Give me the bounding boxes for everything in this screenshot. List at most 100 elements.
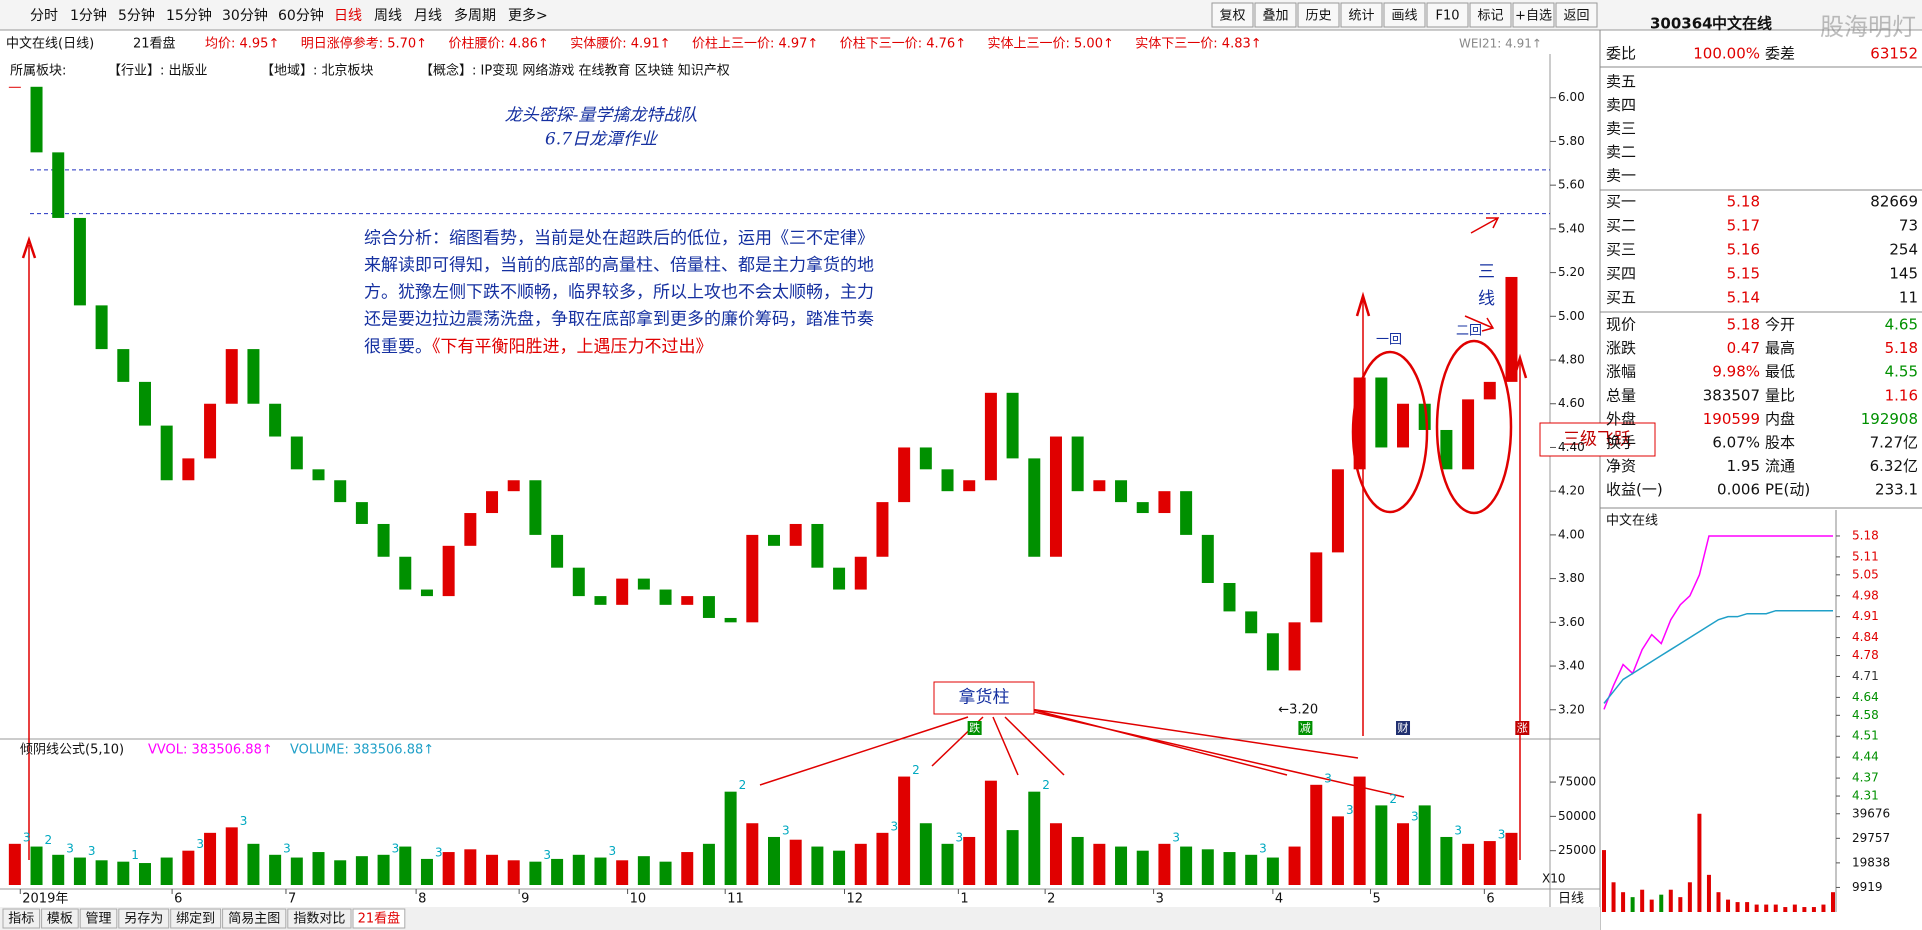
stat-value: 233.1 xyxy=(1875,481,1918,499)
bottom-tab-label: 另存为 xyxy=(124,912,163,927)
volume-tag: 2 xyxy=(912,763,920,777)
bottom-tab[interactable] xyxy=(79,908,118,929)
period-tab[interactable]: 更多> xyxy=(508,7,548,24)
watermark: 股海明灯 xyxy=(1820,13,1916,41)
y-tick-label: 4.80 xyxy=(1558,353,1585,367)
stat-value: 190599 xyxy=(1703,410,1760,428)
x-tick-label: 2019年 xyxy=(22,892,68,907)
volume-bar xyxy=(1223,852,1236,885)
candle-body xyxy=(724,617,737,623)
period-tab[interactable]: 60分钟 xyxy=(278,7,324,24)
toolbar-button-label: 叠加 xyxy=(1262,9,1288,24)
bottom-tab[interactable] xyxy=(287,908,352,929)
note-line: 来解读即可得知，当前的底部的高量柱、倍量柱、都是主力拿货的地 xyxy=(364,255,874,276)
candle-body xyxy=(1310,552,1323,623)
sector-label: 所属板块: xyxy=(10,64,66,79)
volume-bar xyxy=(854,843,867,885)
period-tab[interactable]: 15分钟 xyxy=(166,7,212,24)
volume-bar xyxy=(811,846,824,885)
candle-body xyxy=(681,596,694,605)
intraday-volume-bar xyxy=(1802,907,1807,912)
volume-bar xyxy=(1071,836,1084,885)
y-tick-label: 3.40 xyxy=(1558,659,1585,673)
toolbar-button[interactable] xyxy=(1340,2,1383,28)
period-tab[interactable]: 月线 xyxy=(414,8,442,24)
volume-tag: 2 xyxy=(739,778,747,792)
value: 63152 xyxy=(1870,45,1918,63)
volume-bar xyxy=(290,857,303,885)
y-tick-label: 6.00 xyxy=(1558,90,1585,104)
intraday-volume-bar xyxy=(1764,904,1769,912)
label: 委比 xyxy=(1606,45,1636,63)
toolbar-button[interactable] xyxy=(1254,2,1297,28)
volume-bar xyxy=(225,827,238,885)
period-tab[interactable]: 周线 xyxy=(374,8,402,24)
value: 100.00% xyxy=(1693,45,1760,63)
stat-value: 0.47 xyxy=(1727,339,1760,357)
intraday-volume-bar xyxy=(1621,892,1626,912)
bottom-tab[interactable] xyxy=(41,908,79,929)
volume-tag: 3 xyxy=(88,844,96,858)
y-tick-label: 29757 xyxy=(1852,831,1890,845)
ask-label: 卖四 xyxy=(1606,96,1636,114)
bottom-tab[interactable] xyxy=(118,908,170,929)
bottom-tab[interactable] xyxy=(2,908,41,929)
stat-label: 现价 xyxy=(1606,316,1636,334)
stat-value: 6.32亿 xyxy=(1870,457,1918,475)
y-tick-label: 4.31 xyxy=(1852,789,1879,803)
intraday-volume-bar xyxy=(1630,897,1635,912)
toolbar-button[interactable] xyxy=(1211,2,1254,28)
bottom-tab[interactable] xyxy=(170,908,222,929)
period-tab[interactable]: 分时 xyxy=(30,8,58,24)
candle-body xyxy=(95,305,108,350)
candle-body xyxy=(52,152,65,218)
event-mark-label: 跌 xyxy=(969,721,980,735)
toolbar-button[interactable] xyxy=(1297,2,1340,28)
volume-tag: 1 xyxy=(131,848,139,862)
y-tick-label: 4.58 xyxy=(1852,708,1879,722)
candle-body xyxy=(399,556,412,590)
volume-bar xyxy=(269,854,282,885)
stat-label: 涨幅 xyxy=(1606,363,1636,381)
volume-bar xyxy=(355,856,368,885)
toolbar-button[interactable] xyxy=(1426,2,1469,28)
bottom-tab-label: 21看盘 xyxy=(358,911,401,927)
candle-body xyxy=(486,491,499,514)
volume-bar xyxy=(160,857,173,885)
toolbar-button[interactable] xyxy=(1555,2,1598,28)
period-tab[interactable]: 30分钟 xyxy=(222,7,268,24)
volume-bar xyxy=(182,850,195,885)
x-tick-label: 10 xyxy=(630,892,647,907)
bottom-tab[interactable] xyxy=(352,908,406,929)
volume-bar xyxy=(1440,836,1453,885)
bottom-tab-label: 指数对比 xyxy=(293,912,345,927)
volume-bar xyxy=(768,836,780,885)
volume-bar xyxy=(1093,843,1106,885)
volume-bar xyxy=(117,861,130,885)
volume-bar xyxy=(1418,805,1431,885)
stat-value: 1.16 xyxy=(1885,386,1918,404)
toolbar-button-label: +自选 xyxy=(1515,9,1552,24)
toolbar-button[interactable] xyxy=(1469,2,1512,28)
stat-value: 4.55 xyxy=(1885,363,1918,381)
intraday-volume-bar xyxy=(1649,899,1654,912)
period-tab[interactable]: 5分钟 xyxy=(118,7,155,24)
bottom-tab[interactable] xyxy=(222,908,287,929)
stat-label: 量比 xyxy=(1765,386,1795,404)
volume-tag: 3 xyxy=(435,845,443,859)
intraday-line xyxy=(1603,609,1833,704)
period-tab[interactable]: 多周期 xyxy=(454,7,496,24)
period-tab[interactable]: 1分钟 xyxy=(70,7,107,24)
y-tick-label: 5.40 xyxy=(1558,221,1585,235)
note-three-line: 三线 xyxy=(1474,262,1495,316)
volume-bar xyxy=(1049,823,1062,885)
toolbar-button[interactable] xyxy=(1383,2,1426,28)
y-tick-label: 50000 xyxy=(1558,809,1596,823)
note-line: 方。犹豫左侧下跌不顺畅，临界较多，所以上攻也不会太顺畅，主力 xyxy=(364,283,874,303)
period-tab[interactable]: 日线 xyxy=(334,8,362,24)
indicator: 均价: 4.95↑ xyxy=(205,37,279,52)
volume-tag: 3 xyxy=(1498,828,1506,842)
candle-body xyxy=(789,523,802,546)
event-mark xyxy=(1298,721,1313,735)
toolbar-button[interactable] xyxy=(1512,2,1555,28)
